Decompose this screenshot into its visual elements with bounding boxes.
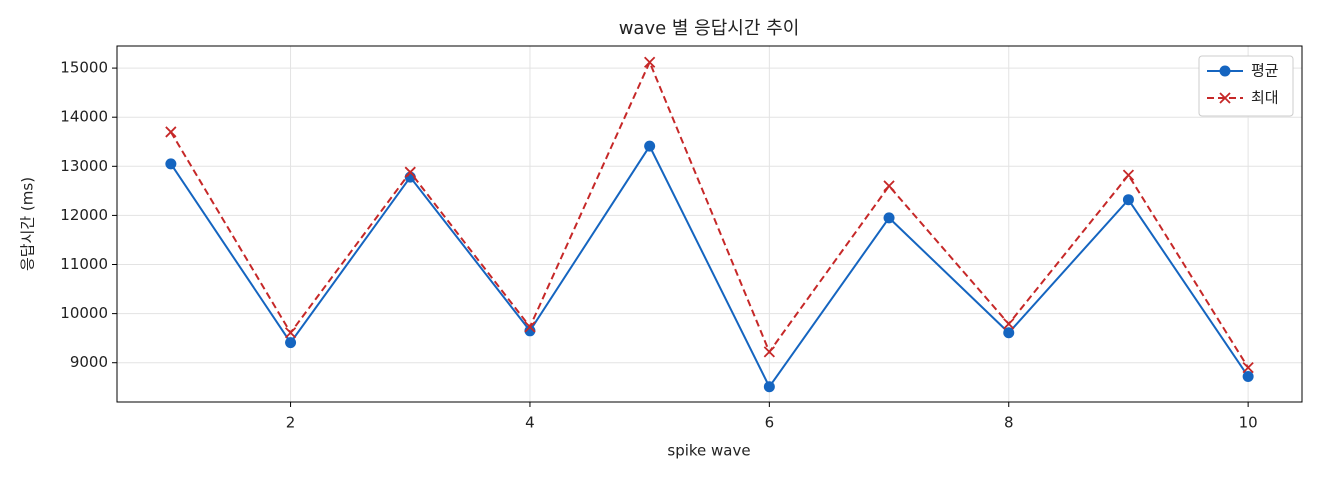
point [883, 212, 895, 224]
series-line [170, 59, 1249, 369]
y-tick-label: 11000 [60, 255, 108, 273]
y-tick-label: 13000 [60, 157, 108, 175]
y-tick-label: 10000 [60, 304, 108, 322]
y-tick-label: 14000 [60, 108, 108, 126]
point [1003, 318, 1015, 330]
x-tick-label: 6 [765, 414, 775, 432]
x-tick-label: 4 [525, 414, 535, 432]
point [1122, 169, 1135, 181]
point [165, 126, 177, 138]
point [644, 56, 656, 68]
point [883, 180, 895, 192]
y-tick-label: 9000 [70, 353, 108, 371]
x-tick-label: 8 [1004, 414, 1014, 432]
y-tick-label: 12000 [60, 206, 108, 224]
x-tick-label: 2 [286, 414, 296, 432]
point [1242, 361, 1254, 374]
point [285, 337, 297, 349]
x-tick-label: 10 [1239, 414, 1258, 432]
point [763, 381, 775, 393]
chart-title: wave 별 응답시간 추이 [619, 18, 800, 39]
y-axis-label: 응답시간 (ms) [19, 177, 37, 271]
point [1122, 194, 1134, 206]
legend-box [1198, 55, 1294, 117]
series-line [170, 144, 1249, 389]
legend-marker [1219, 65, 1231, 77]
point [284, 327, 297, 339]
point [1003, 327, 1015, 339]
point [1242, 370, 1254, 382]
legend-label: 평균 [1251, 62, 1279, 80]
plot-frame [116, 45, 1303, 403]
point [524, 321, 536, 333]
x-axis-label: spike wave [667, 442, 750, 460]
point [165, 158, 177, 170]
point [644, 140, 656, 152]
legend-label: 최대 [1251, 89, 1279, 107]
legend-marker [1219, 92, 1231, 104]
point [524, 325, 536, 337]
point [404, 166, 416, 178]
y-tick-label: 15000 [60, 59, 108, 77]
point [763, 346, 775, 358]
